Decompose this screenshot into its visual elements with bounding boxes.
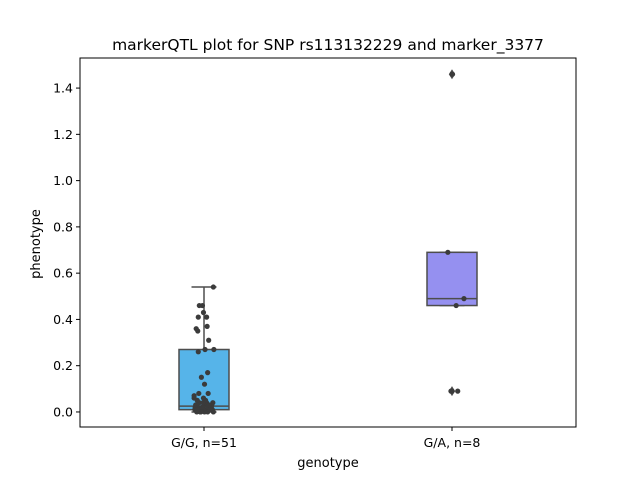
box-2 <box>426 251 478 307</box>
data-point <box>204 314 210 320</box>
data-point <box>200 309 207 316</box>
data-point <box>195 349 201 355</box>
points-layer <box>191 71 467 415</box>
y-tick-label: 1.0 <box>53 173 73 188</box>
data-point <box>455 388 461 394</box>
y-tick-label: 0.6 <box>53 266 73 281</box>
chart-title: markerQTL plot for SNP rs113132229 and m… <box>112 36 544 55</box>
plot-frame <box>79 57 577 428</box>
data-point <box>453 302 459 309</box>
data-point <box>211 346 217 353</box>
data-point <box>199 404 205 410</box>
y-tick-label: 1.2 <box>53 127 73 142</box>
data-point <box>205 390 211 397</box>
plot-area <box>80 58 576 427</box>
data-point <box>198 374 204 380</box>
y-tick-label: 0.0 <box>53 404 73 419</box>
data-point <box>202 346 208 353</box>
data-point <box>194 407 200 413</box>
data-point <box>448 388 454 394</box>
x-tick-label: G/A, n=8 <box>424 435 481 450</box>
y-tick-label: 1.4 <box>53 81 73 96</box>
data-point <box>196 390 202 397</box>
data-point <box>201 381 208 387</box>
data-point <box>206 402 212 408</box>
y-tick-label: 0.2 <box>53 358 73 373</box>
data-point <box>191 393 197 399</box>
data-point <box>199 302 206 309</box>
x-axis-label: genotype <box>297 456 358 471</box>
data-point <box>449 71 456 77</box>
x-tick-label: G/G, n=51 <box>171 435 237 450</box>
data-point <box>206 337 212 343</box>
data-point <box>205 370 211 376</box>
box-layer <box>178 69 478 413</box>
data-point <box>195 328 201 334</box>
data-point <box>445 249 451 255</box>
y-axis-label: phenotype <box>29 209 44 279</box>
data-point <box>200 395 207 401</box>
y-tick-label: 0.4 <box>53 312 73 327</box>
data-point <box>195 314 201 320</box>
y-axis: 0.0 0.2 0.4 0.6 0.8 1.0 1.2 1.4 <box>53 81 80 419</box>
data-point <box>207 407 213 413</box>
data-point <box>210 284 216 290</box>
data-point <box>461 296 467 302</box>
data-point <box>204 323 210 329</box>
y-tick-label: 0.8 <box>53 219 73 234</box>
x-axis: G/G, n=51 G/A, n=8 <box>171 427 480 450</box>
